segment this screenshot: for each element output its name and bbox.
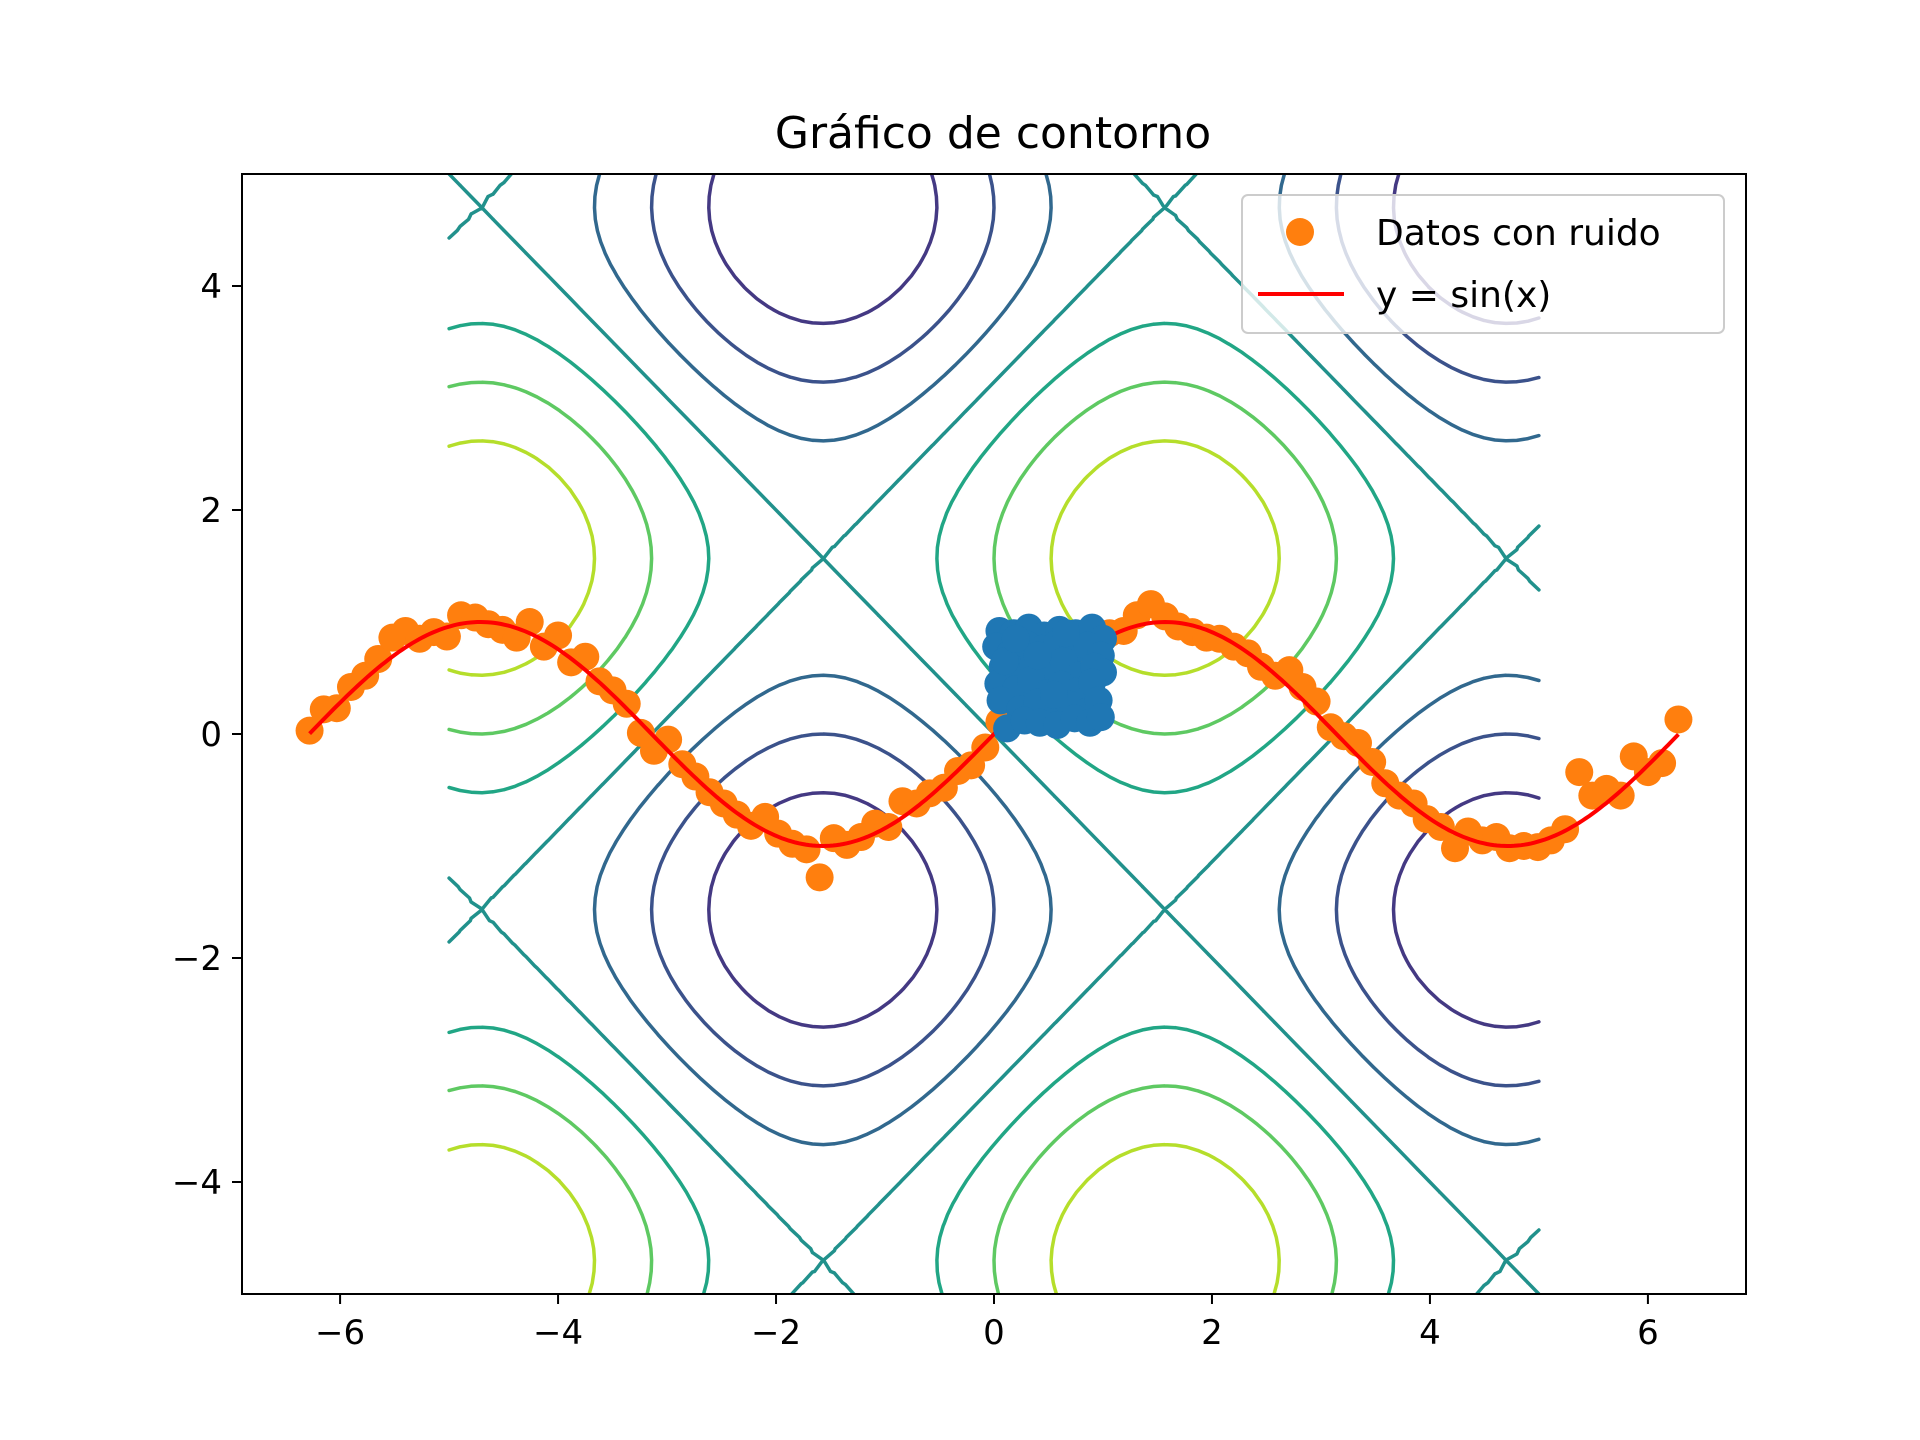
x-tick-label: 6 bbox=[1637, 1313, 1659, 1353]
noisy-data-point bbox=[792, 835, 821, 864]
chart-title: Gráfico de contorno bbox=[775, 108, 1211, 159]
cluster-data-point bbox=[990, 647, 1019, 676]
y-tick-label: −2 bbox=[172, 939, 222, 979]
contour-level-1 bbox=[649, 174, 1541, 1088]
x-tick-label: −4 bbox=[533, 1313, 583, 1353]
cluster-data-point bbox=[1051, 619, 1080, 648]
legend-label-noisy-data: Datos con ruido bbox=[1376, 213, 1661, 254]
noisy-data-point bbox=[654, 725, 683, 754]
y-tick-label: 2 bbox=[200, 491, 222, 531]
noisy-data-point bbox=[1565, 758, 1594, 787]
noisy-data-point bbox=[612, 689, 641, 718]
contour-level-4 bbox=[447, 321, 1396, 1294]
series-layer bbox=[295, 590, 1693, 892]
noisy-data-point bbox=[571, 642, 600, 671]
noisy-data-point bbox=[1358, 748, 1387, 776]
x-tick-label: 4 bbox=[1419, 1313, 1441, 1353]
x-tick-label: −6 bbox=[315, 1313, 365, 1353]
y-tick-label: −4 bbox=[172, 1163, 222, 1203]
legend-box bbox=[1241, 194, 1725, 334]
sine-curve-line bbox=[308, 619, 1680, 849]
noisy-data-point bbox=[971, 733, 1000, 762]
contour-level-3 bbox=[447, 174, 1541, 1294]
y-tick-label: 4 bbox=[200, 267, 222, 307]
x-tick-label: 0 bbox=[983, 1313, 1005, 1353]
legend: Datos con ruido y = sin(x) bbox=[1241, 194, 1725, 334]
y-axis: −4 −2 0 2 4 bbox=[172, 267, 242, 1203]
noisy-data-point bbox=[805, 863, 834, 892]
x-axis: −6 −4 −2 0 2 4 6 bbox=[315, 1294, 1659, 1353]
legend-scatter-marker bbox=[1286, 218, 1314, 246]
cluster-data-point bbox=[1039, 680, 1068, 709]
noisy-data-point bbox=[1664, 705, 1693, 734]
cluster-data-point bbox=[1086, 703, 1115, 732]
cluster-data-point bbox=[1001, 624, 1030, 653]
x-tick-label: −2 bbox=[751, 1313, 801, 1353]
x-tick-label: 2 bbox=[1201, 1313, 1223, 1353]
noisy-data-point bbox=[364, 644, 393, 673]
cluster-data-point bbox=[1023, 641, 1052, 670]
legend-label-sine: y = sin(x) bbox=[1376, 275, 1551, 316]
noisy-data-point bbox=[1606, 781, 1635, 810]
y-tick-label: 0 bbox=[200, 715, 222, 755]
